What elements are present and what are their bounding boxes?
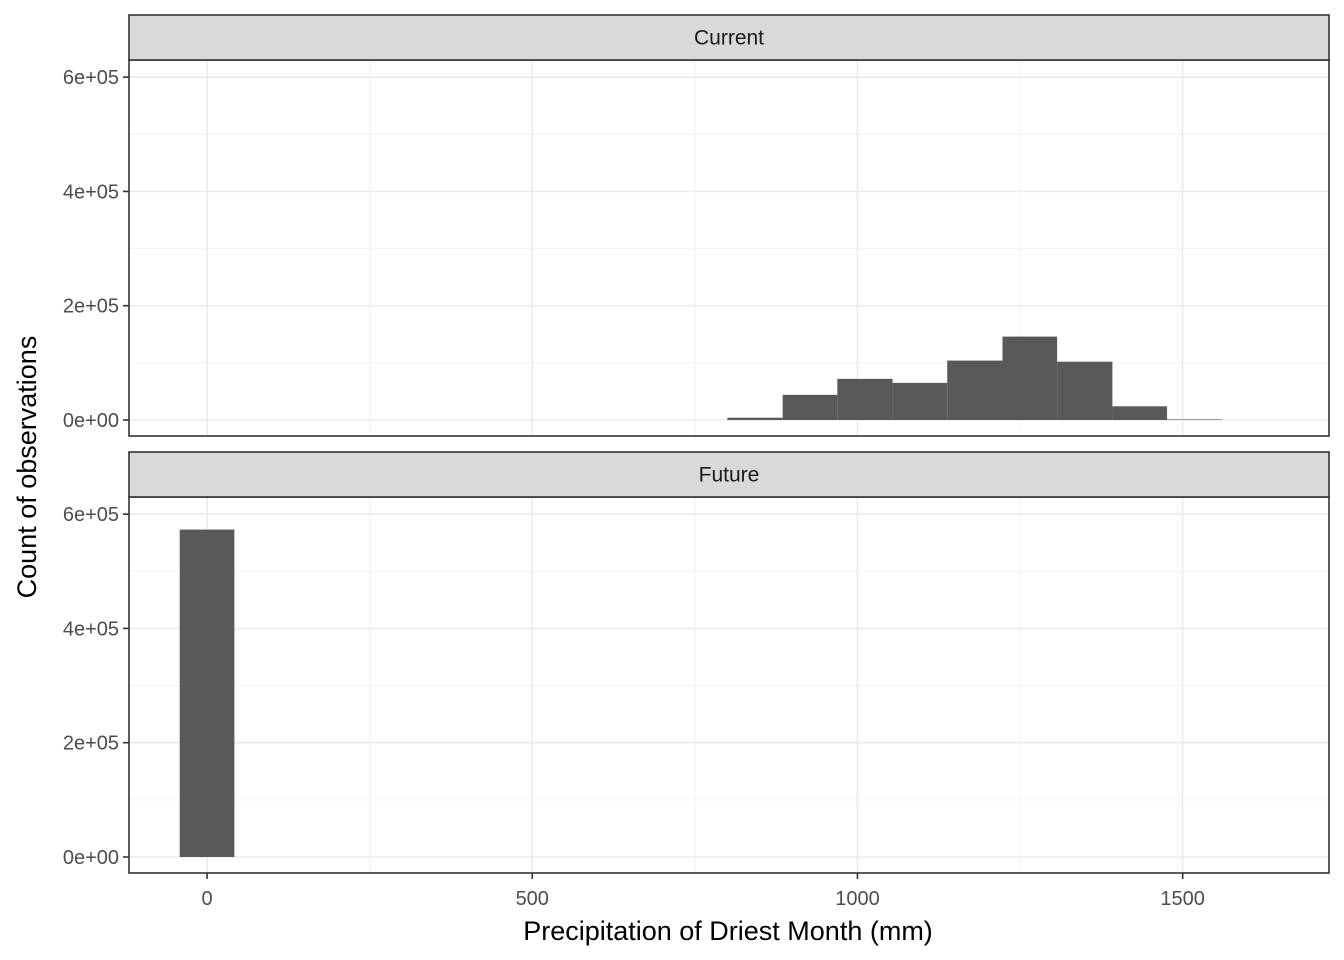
panel-background: [129, 497, 1329, 873]
histogram-bar: [782, 394, 838, 420]
histogram-bar: [1167, 419, 1223, 420]
y-tick-label: 4e+05: [63, 618, 119, 640]
histogram-bar: [727, 417, 783, 420]
panel-future: Future 0e+00 2e+05 4e+05 6e+05: [63, 451, 1330, 874]
y-axis-title: Count of observations: [12, 336, 42, 599]
histogram-bar: [1112, 406, 1168, 420]
y-tick-label: 0e+00: [63, 410, 119, 432]
x-axis: 0 500 1000 1500: [201, 873, 1205, 910]
panels: Current 0e+00 2e+05 4e+05 6e+05 Future 0e+00 2e…: [63, 14, 1330, 874]
facet-strip-label: Future: [699, 464, 760, 487]
histogram-bar: [179, 529, 235, 857]
histogram-bar: [1002, 336, 1058, 420]
histogram-bar: [892, 382, 948, 420]
y-tick-label: 2e+05: [63, 733, 119, 755]
y-tick-label: 2e+05: [63, 296, 119, 318]
y-tick-label: 6e+05: [63, 504, 119, 526]
x-tick-label: 1500: [1160, 888, 1205, 910]
panel-current: Current 0e+00 2e+05 4e+05 6e+05: [63, 14, 1330, 437]
y-tick-label: 6e+05: [63, 67, 119, 89]
histogram-bar: [1057, 361, 1113, 420]
y-tick-label: 0e+00: [63, 847, 119, 869]
facet-strip: [128, 14, 1330, 61]
x-tick-label: 0: [201, 888, 212, 910]
facet-strip-label: Current: [694, 27, 764, 50]
x-tick-label: 1000: [835, 888, 880, 910]
panel-background: [129, 60, 1329, 436]
x-axis-title: Precipitation of Driest Month (mm): [523, 916, 933, 946]
y-tick-label: 4e+05: [63, 181, 119, 203]
histogram-bar: [837, 378, 893, 420]
histogram-bar: [947, 360, 1003, 420]
x-tick-label: 500: [516, 888, 549, 910]
facet-strip: [128, 451, 1330, 498]
